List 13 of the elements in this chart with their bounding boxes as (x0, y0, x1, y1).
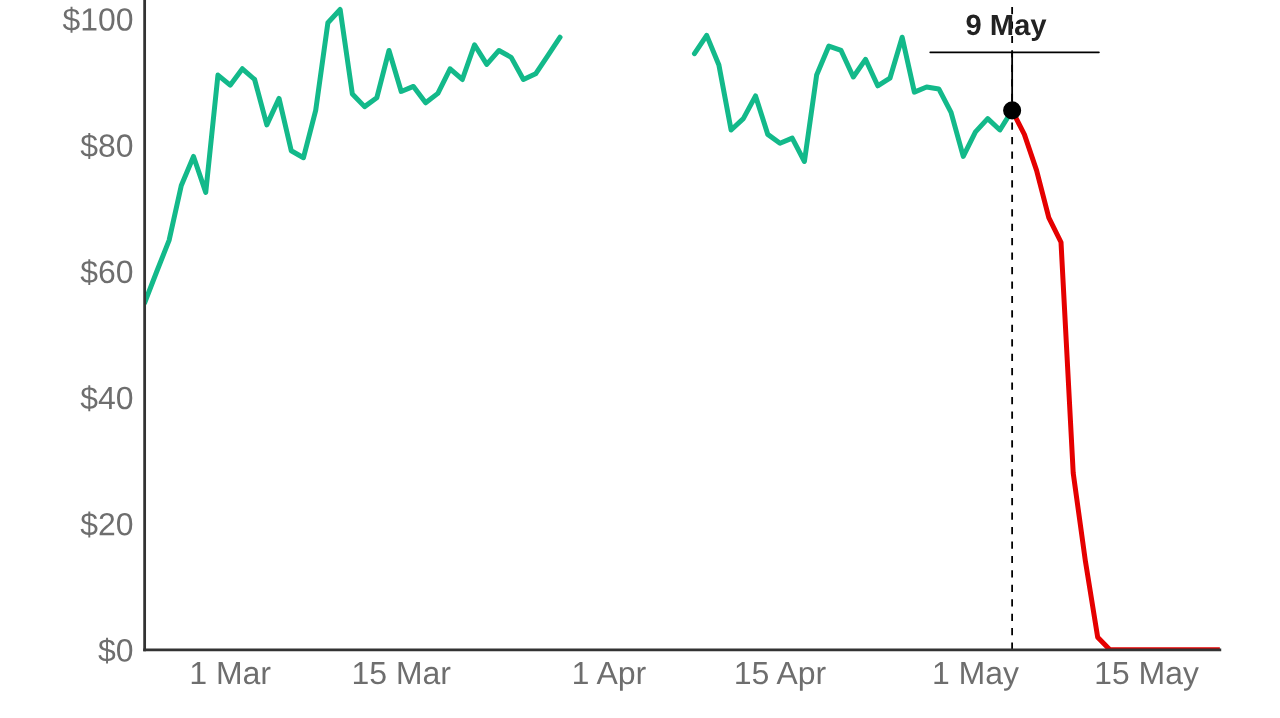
y-tick-label: $40 (80, 385, 133, 412)
y-tick-label: $60 (80, 259, 133, 286)
y-tick-label: $100 (62, 6, 133, 33)
x-tick-label: 1 Mar (191, 662, 271, 685)
x-tick-label: 1 May (934, 662, 1019, 691)
annotation: 9 May (966, 14, 1047, 42)
y-tick-label: $20 (80, 511, 133, 538)
x-tick-label: 15 Mar (353, 662, 451, 685)
x-tick-label: 15 May (1096, 662, 1199, 691)
y-tick-label: $0 (98, 637, 133, 664)
x-tick-label: 1 Apr (574, 662, 646, 691)
x-tick-label: 15 Apr (736, 662, 826, 691)
y-tick-label: $80 (80, 133, 133, 159)
